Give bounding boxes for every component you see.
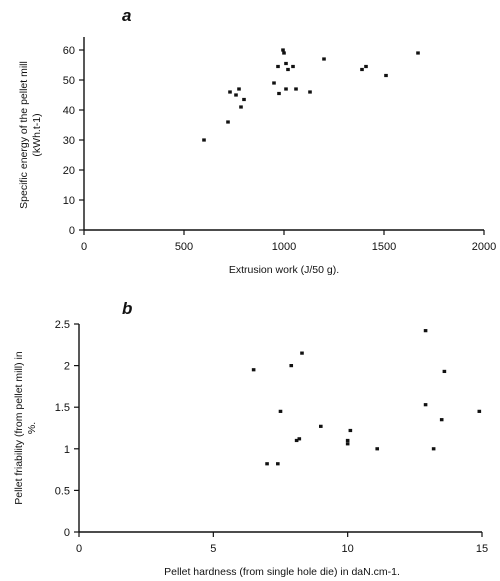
- panel-b-y-tick-label: 1: [64, 444, 70, 456]
- panel-a-y-tick-label: 30: [63, 135, 75, 147]
- panel-a-y-tick-label: 40: [63, 105, 75, 117]
- panel-a-y-axis-title-line-1: Specific energy of the pellet mill: [18, 61, 30, 209]
- panel-b-data-point: [423, 403, 428, 407]
- panel-b-y-tick-label: 0: [64, 527, 70, 539]
- panel-b-data-point: [431, 447, 436, 451]
- panel-b-data-point: [477, 409, 482, 413]
- panel-a-y-tick-label: 20: [63, 165, 75, 177]
- panel-b-y-axis-title: Pellet friability (from pellet mill) in …: [13, 351, 38, 505]
- panel-a-y-tick-label: 0: [69, 225, 75, 237]
- panel-a-y-axis-title: Specific energy of the pellet mill (kWh.…: [18, 61, 43, 209]
- panel-a-y-tick-label: 60: [63, 45, 75, 57]
- panel-a-data-point: [416, 51, 420, 55]
- panel-b-data-point: [265, 462, 269, 466]
- panel-a-data-point: [360, 67, 364, 72]
- panel-b-points: [251, 329, 482, 466]
- panel-a-y-tick-label: 10: [63, 195, 75, 207]
- panel-b-y-axis-title-line-1: Pellet friability (from pellet mill) in: [13, 351, 25, 505]
- panel-a-data-point: [286, 67, 290, 72]
- panel-a-data-point: [308, 90, 312, 94]
- panel-b-data-point: [375, 447, 380, 451]
- panel-a-y-ticks: 0 10 20 30 40 50 60: [63, 45, 84, 237]
- panel-a-x-ticks: 0 500 1000 1500 2000: [81, 230, 496, 253]
- panel-b-data-point: [278, 409, 283, 413]
- panel-b-data-point: [294, 438, 299, 443]
- panel-a-data-point: [294, 87, 298, 91]
- panel-a-data-point: [202, 138, 206, 142]
- panel-b-y-tick-label: 2.5: [55, 319, 70, 331]
- panel-b-x-tick-label: 15: [476, 543, 488, 555]
- panel-a-data-point: [226, 120, 230, 124]
- panel-b-x-tick-label: 5: [210, 543, 216, 555]
- panel-b-data-point: [345, 442, 350, 446]
- panel-a-data-point: [228, 90, 232, 94]
- panel-b-data-point: [423, 329, 428, 333]
- panel-b-y-tick-label: 1.5: [55, 402, 70, 414]
- panel-b-x-axis-title: Pellet hardness (from single hole die) i…: [164, 566, 400, 578]
- panel-b-data-point: [439, 418, 444, 422]
- panel-b-x-tick-label: 0: [76, 543, 82, 555]
- panel-a-data-point: [242, 97, 246, 102]
- panel-a-data-point: [322, 57, 326, 61]
- panel-a-letter: a: [122, 6, 131, 25]
- panel-b-data-point: [276, 462, 280, 466]
- panel-a-x-tick-label: 1000: [272, 241, 296, 253]
- panel-a-data-point: [234, 93, 238, 97]
- panel-b-y-tick-label: 2: [64, 361, 70, 373]
- panel-a-data-point: [291, 64, 295, 69]
- panel-b-y-ticks: 0 0.5 1 1.5 2 2.5: [55, 319, 79, 539]
- panel-b-data-point: [297, 437, 302, 441]
- panel-a-data-point: [384, 73, 388, 78]
- panel-a-x-tick-label: 2000: [472, 241, 496, 253]
- panel-b-y-axis-title-line-2: %.: [26, 422, 38, 434]
- panel-b-data-point: [289, 364, 294, 368]
- panel-a-data-point: [239, 105, 243, 109]
- panel-b-data-point: [348, 428, 353, 433]
- panel-b-x-ticks: 0 5 10 15: [76, 532, 488, 555]
- panel-b-data-point: [442, 369, 447, 374]
- panel-b: b 0 0.5 1 1.5 2 2.5 0 5 10 15 Pellet hardness (f…: [13, 299, 488, 578]
- panel-a-data-point: [276, 64, 280, 69]
- panel-a-x-tick-label: 1500: [372, 241, 396, 253]
- panel-a-data-point: [237, 87, 241, 91]
- panel-a-x-tick-label: 0: [81, 241, 87, 253]
- panel-a-data-point: [277, 91, 281, 96]
- panel-b-data-point: [300, 351, 304, 355]
- panel-b-data-point: [319, 424, 323, 428]
- panel-a: a 0 10 20 30 40 50 60 0 500 1000 1500 2000 Extrusi…: [18, 6, 496, 276]
- panel-a-y-axis-title-line-2: (kWh.t-1): [31, 113, 43, 156]
- panel-a-data-point: [284, 61, 288, 66]
- panel-b-data-point: [251, 368, 256, 372]
- panel-a-data-point: [282, 51, 286, 55]
- panel-b-y-tick-label: 0.5: [55, 485, 70, 497]
- panel-a-x-tick-label: 500: [175, 241, 193, 253]
- panel-a-data-point: [284, 87, 288, 91]
- panel-b-data-point: [345, 438, 350, 443]
- panel-b-x-tick-label: 10: [342, 543, 354, 555]
- panel-a-data-point: [272, 81, 276, 85]
- panel-a-data-point: [281, 48, 285, 52]
- panel-a-y-tick-label: 50: [63, 75, 75, 87]
- panel-a-data-point: [364, 64, 368, 69]
- panel-a-x-axis-title: Extrusion work (J/50 g).: [229, 264, 339, 276]
- panel-b-letter: b: [122, 299, 132, 318]
- panel-a-points: [202, 48, 420, 142]
